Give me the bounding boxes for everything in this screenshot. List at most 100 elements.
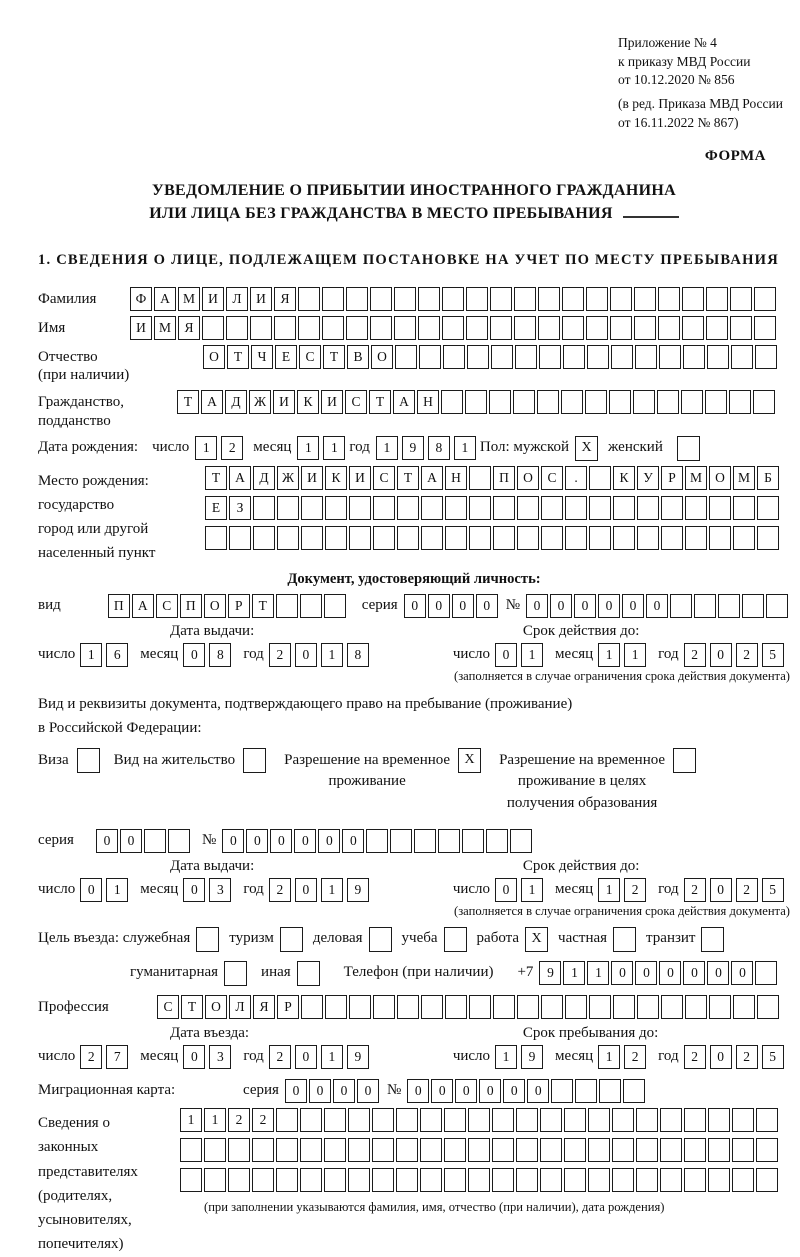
char-cell[interactable] [613, 994, 635, 1019]
char-cell[interactable] [709, 525, 731, 550]
char-cell[interactable]: 0 [527, 1078, 550, 1103]
char-cell[interactable] [516, 1167, 538, 1192]
char-cell[interactable]: 1 [495, 1044, 518, 1069]
char-cell[interactable] [349, 994, 371, 1019]
char-cell[interactable]: Б [757, 465, 779, 490]
char-cell[interactable] [466, 315, 488, 340]
char-cell[interactable]: А [393, 390, 415, 414]
char-cell[interactable]: И [349, 465, 371, 490]
char-cell[interactable] [589, 495, 611, 520]
char-cell[interactable] [754, 286, 776, 311]
char-cell[interactable] [250, 315, 272, 340]
char-cell[interactable] [766, 593, 788, 618]
char-cell[interactable]: 2 [268, 877, 291, 902]
char-cell[interactable]: 1 [453, 435, 476, 460]
char-cell[interactable]: Т [205, 465, 227, 490]
char-cell[interactable]: 2 [735, 877, 758, 902]
char-cell[interactable] [708, 1167, 730, 1192]
char-cell[interactable] [442, 315, 464, 340]
char-cell[interactable] [637, 994, 659, 1019]
char-cell[interactable]: З [229, 495, 251, 520]
char-cell[interactable]: 1 [587, 960, 610, 985]
char-cell[interactable] [180, 1137, 202, 1162]
char-cell[interactable] [564, 1167, 586, 1192]
char-cell[interactable]: 0 [120, 828, 142, 853]
char-cell[interactable] [661, 525, 683, 550]
char-cell[interactable]: И [321, 390, 343, 414]
char-cell[interactable]: 0 [356, 1078, 379, 1103]
char-cell[interactable] [757, 495, 779, 520]
char-cell[interactable] [397, 994, 419, 1019]
char-cell[interactable]: О [203, 344, 225, 369]
char-cell[interactable]: Л [226, 286, 248, 311]
char-cell[interactable]: 1 [180, 1107, 202, 1132]
char-cell[interactable]: И [130, 315, 152, 340]
char-cell[interactable]: Д [253, 465, 275, 490]
char-cell[interactable] [444, 1107, 466, 1132]
char-cell[interactable] [490, 315, 512, 340]
char-cell[interactable] [708, 1107, 730, 1132]
char-cell[interactable] [373, 525, 395, 550]
purpose-business-checkbox[interactable] [368, 926, 392, 952]
char-cell[interactable] [349, 525, 371, 550]
char-cell[interactable] [754, 315, 776, 340]
char-cell[interactable] [469, 994, 491, 1019]
char-cell[interactable] [420, 1167, 442, 1192]
char-cell[interactable]: 0 [294, 642, 317, 667]
purpose-study-checkbox[interactable] [443, 926, 467, 952]
char-cell[interactable]: 0 [294, 828, 317, 853]
char-cell[interactable]: Н [417, 390, 439, 414]
char-cell[interactable]: 0 [598, 593, 620, 618]
char-cell[interactable]: 1 [106, 877, 129, 902]
char-cell[interactable]: 2 [683, 1044, 706, 1069]
char-cell[interactable] [707, 344, 729, 369]
char-cell[interactable]: 2 [624, 877, 647, 902]
char-cell[interactable]: С [345, 390, 367, 414]
char-cell[interactable] [563, 344, 585, 369]
char-cell[interactable] [681, 390, 703, 414]
char-cell[interactable] [705, 390, 727, 414]
char-cell[interactable] [755, 960, 778, 985]
char-cell[interactable] [325, 525, 347, 550]
char-cell[interactable] [418, 286, 440, 311]
char-cell[interactable] [541, 495, 563, 520]
char-cell[interactable]: О [709, 465, 731, 490]
char-cell[interactable] [202, 315, 224, 340]
char-cell[interactable] [348, 1137, 370, 1162]
purpose-work-checkbox[interactable]: X [525, 926, 549, 952]
char-cell[interactable]: О [205, 994, 227, 1019]
char-cell[interactable] [253, 525, 275, 550]
char-cell[interactable]: 1 [320, 877, 343, 902]
char-cell[interactable]: 0 [183, 642, 206, 667]
char-cell[interactable] [144, 828, 166, 853]
char-cell[interactable]: Т [397, 465, 419, 490]
char-cell[interactable]: П [107, 593, 130, 618]
char-cell[interactable] [438, 828, 461, 853]
char-cell[interactable] [684, 1107, 706, 1132]
char-cell[interactable] [228, 1167, 250, 1192]
char-cell[interactable]: С [541, 465, 563, 490]
visa-checkbox[interactable] [76, 747, 100, 773]
char-cell[interactable]: 8 [346, 642, 369, 667]
char-cell[interactable]: С [157, 994, 179, 1019]
char-cell[interactable] [346, 286, 368, 311]
char-cell[interactable]: Т [251, 593, 274, 618]
char-cell[interactable] [469, 525, 491, 550]
char-cell[interactable]: Р [661, 465, 683, 490]
char-cell[interactable]: Н [445, 465, 467, 490]
char-cell[interactable] [419, 344, 441, 369]
char-cell[interactable]: А [131, 593, 154, 618]
char-cell[interactable] [661, 495, 683, 520]
char-cell[interactable] [517, 495, 539, 520]
char-cell[interactable] [204, 1137, 226, 1162]
char-cell[interactable]: К [613, 465, 635, 490]
char-cell[interactable] [517, 525, 539, 550]
char-cell[interactable]: 1 [323, 435, 346, 460]
char-cell[interactable] [466, 286, 488, 311]
char-cell[interactable] [756, 1137, 778, 1162]
char-cell[interactable]: 0 [574, 593, 596, 618]
char-cell[interactable] [322, 286, 344, 311]
char-cell[interactable]: 1 [521, 877, 544, 902]
char-cell[interactable]: 2 [252, 1107, 274, 1132]
char-cell[interactable]: Т [323, 344, 345, 369]
